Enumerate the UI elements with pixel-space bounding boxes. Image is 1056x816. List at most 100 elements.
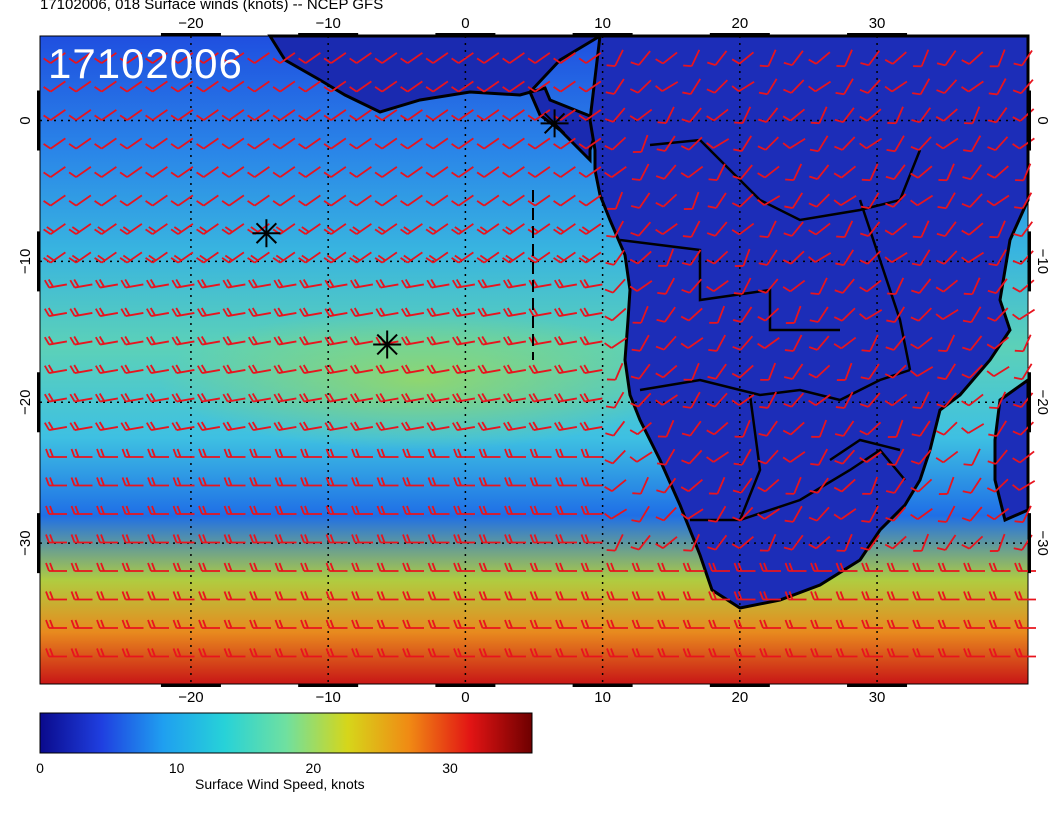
wind-barb (43, 137, 66, 150)
wind-barb (657, 106, 675, 124)
wind-barb (963, 619, 985, 629)
wind-barb (833, 508, 857, 520)
wind-barb (681, 278, 703, 294)
wind-barb (731, 51, 755, 65)
wind-barb (70, 505, 93, 515)
wind-barb (604, 136, 627, 151)
wind-barb (910, 478, 933, 493)
lon-tick-label-bottom: 30 (869, 689, 886, 706)
wind-barb (683, 191, 700, 210)
wind-barb (528, 364, 552, 374)
wind-barb (325, 619, 348, 629)
wind-barb (249, 562, 271, 572)
wind-barb (657, 591, 679, 601)
wind-barb (1013, 221, 1034, 238)
wind-barb (835, 562, 858, 572)
wind-barbs (43, 49, 1036, 658)
wind-barb (527, 166, 551, 178)
wind-barb (351, 562, 373, 572)
wind-barb (476, 137, 500, 150)
wind-barb (147, 619, 169, 629)
wind-barb (1014, 192, 1033, 210)
wind-barb (836, 362, 853, 381)
lat-tick-bar (37, 372, 40, 433)
wind-barb (374, 194, 398, 207)
wind-barb (1012, 79, 1034, 95)
wind-barb (323, 166, 347, 178)
wind-barb (910, 336, 933, 350)
wind-barb (325, 477, 348, 487)
wind-barb (629, 79, 652, 94)
wind-barb (783, 534, 804, 551)
wind-barb (70, 648, 93, 658)
wind-barb (631, 334, 650, 352)
wind-barb (912, 591, 934, 601)
wind-barb (733, 562, 756, 572)
wind-barb (272, 52, 296, 64)
wind-barb (325, 591, 348, 601)
wind-barb (349, 194, 372, 207)
wind-barb (68, 52, 92, 64)
wind-barb (886, 619, 909, 629)
wind-barb (910, 194, 934, 207)
wind-barb (170, 251, 194, 264)
wind-barb (298, 80, 321, 93)
wind-barb (272, 166, 296, 178)
star-marker (373, 330, 402, 359)
wind-barb (758, 78, 778, 96)
wind-barb (274, 648, 297, 658)
wind-barb (834, 136, 856, 151)
wind-barb (629, 422, 652, 436)
wind-barb (631, 505, 650, 523)
wind-barb (912, 78, 931, 96)
wind-barb (94, 251, 117, 264)
wind-barb (987, 449, 1008, 465)
wind-barb (400, 166, 423, 178)
wind-barb (607, 191, 624, 210)
wind-barb (45, 562, 67, 572)
wind-barb (1013, 50, 1033, 67)
wind-barb (578, 137, 602, 150)
wind-barb (553, 251, 576, 264)
country-borders (619, 138, 922, 522)
wind-barb (170, 52, 194, 64)
wind-barb (578, 251, 602, 264)
wind-barb (502, 194, 525, 207)
wind-barb (274, 591, 297, 601)
wind-barb (96, 562, 118, 572)
wind-barb (350, 336, 374, 346)
wind-barb (374, 80, 398, 93)
wind-barb (629, 108, 653, 122)
wind-barb (657, 648, 679, 658)
wind-barb (810, 619, 832, 629)
wind-barb (145, 223, 168, 235)
wind-barb (351, 477, 373, 487)
wind-barb (147, 648, 169, 658)
wind-barb (349, 137, 372, 150)
wind-barb (45, 448, 67, 458)
wind-barb (427, 448, 450, 458)
wind-barb (171, 364, 195, 374)
lat-tick-bar (1028, 90, 1031, 151)
wind-barb (964, 106, 981, 125)
wind-barb (401, 336, 425, 346)
wind-barb (170, 137, 194, 150)
wind-barb (402, 534, 424, 544)
wind-barb (478, 477, 501, 487)
wind-barb (808, 222, 831, 236)
wind-barb (96, 648, 118, 658)
wind-barb (451, 80, 474, 93)
wind-barb (809, 135, 829, 153)
wind-barb (476, 194, 500, 207)
wind-barb (427, 648, 450, 658)
wind-barb (120, 364, 144, 374)
wind-barb (861, 163, 879, 182)
wind-barb (860, 50, 881, 67)
wind-barb (274, 477, 297, 487)
wind-barb (145, 109, 168, 121)
wind-barb (887, 419, 904, 438)
wind-barb (605, 420, 626, 437)
wind-barb (453, 505, 475, 515)
wind-barb (784, 192, 804, 210)
wind-barb (988, 648, 1011, 658)
